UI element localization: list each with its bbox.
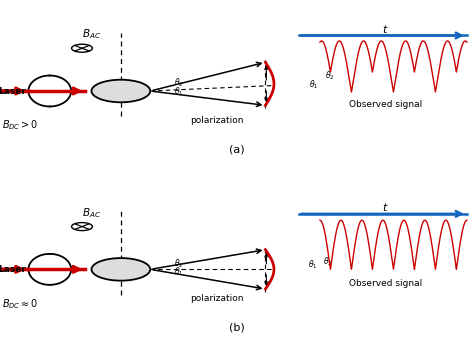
Text: $\theta_2$: $\theta_2$ bbox=[174, 76, 183, 89]
Text: $\theta_1$: $\theta_1$ bbox=[174, 86, 183, 98]
Text: Laser: Laser bbox=[0, 265, 26, 274]
Text: $t$: $t$ bbox=[382, 23, 389, 35]
Text: Observed signal: Observed signal bbox=[348, 278, 422, 288]
Text: (b): (b) bbox=[229, 323, 245, 333]
Circle shape bbox=[91, 258, 150, 281]
Text: Laser: Laser bbox=[0, 87, 26, 95]
Text: $B_{DC} \approx 0$: $B_{DC} \approx 0$ bbox=[2, 297, 39, 311]
Text: $\theta_2$: $\theta_2$ bbox=[325, 69, 334, 82]
Text: $\theta_1$: $\theta_1$ bbox=[309, 78, 319, 91]
Text: $B_{AC}$: $B_{AC}$ bbox=[82, 206, 101, 220]
Text: Observed signal: Observed signal bbox=[348, 100, 422, 109]
Circle shape bbox=[91, 80, 150, 102]
Text: $t$: $t$ bbox=[382, 202, 389, 213]
Text: $\theta_1$: $\theta_1$ bbox=[308, 258, 318, 271]
Text: $B_{AC}$: $B_{AC}$ bbox=[82, 28, 101, 41]
Text: $\theta_2$: $\theta_2$ bbox=[323, 256, 333, 268]
Text: (a): (a) bbox=[229, 144, 245, 154]
Text: $B_{DC} > 0$: $B_{DC} > 0$ bbox=[2, 119, 39, 132]
Text: polarization: polarization bbox=[191, 294, 244, 303]
Text: $\theta_2$: $\theta_2$ bbox=[174, 258, 183, 270]
Text: polarization: polarization bbox=[191, 116, 244, 124]
Text: $\theta_1$: $\theta_1$ bbox=[174, 266, 183, 278]
